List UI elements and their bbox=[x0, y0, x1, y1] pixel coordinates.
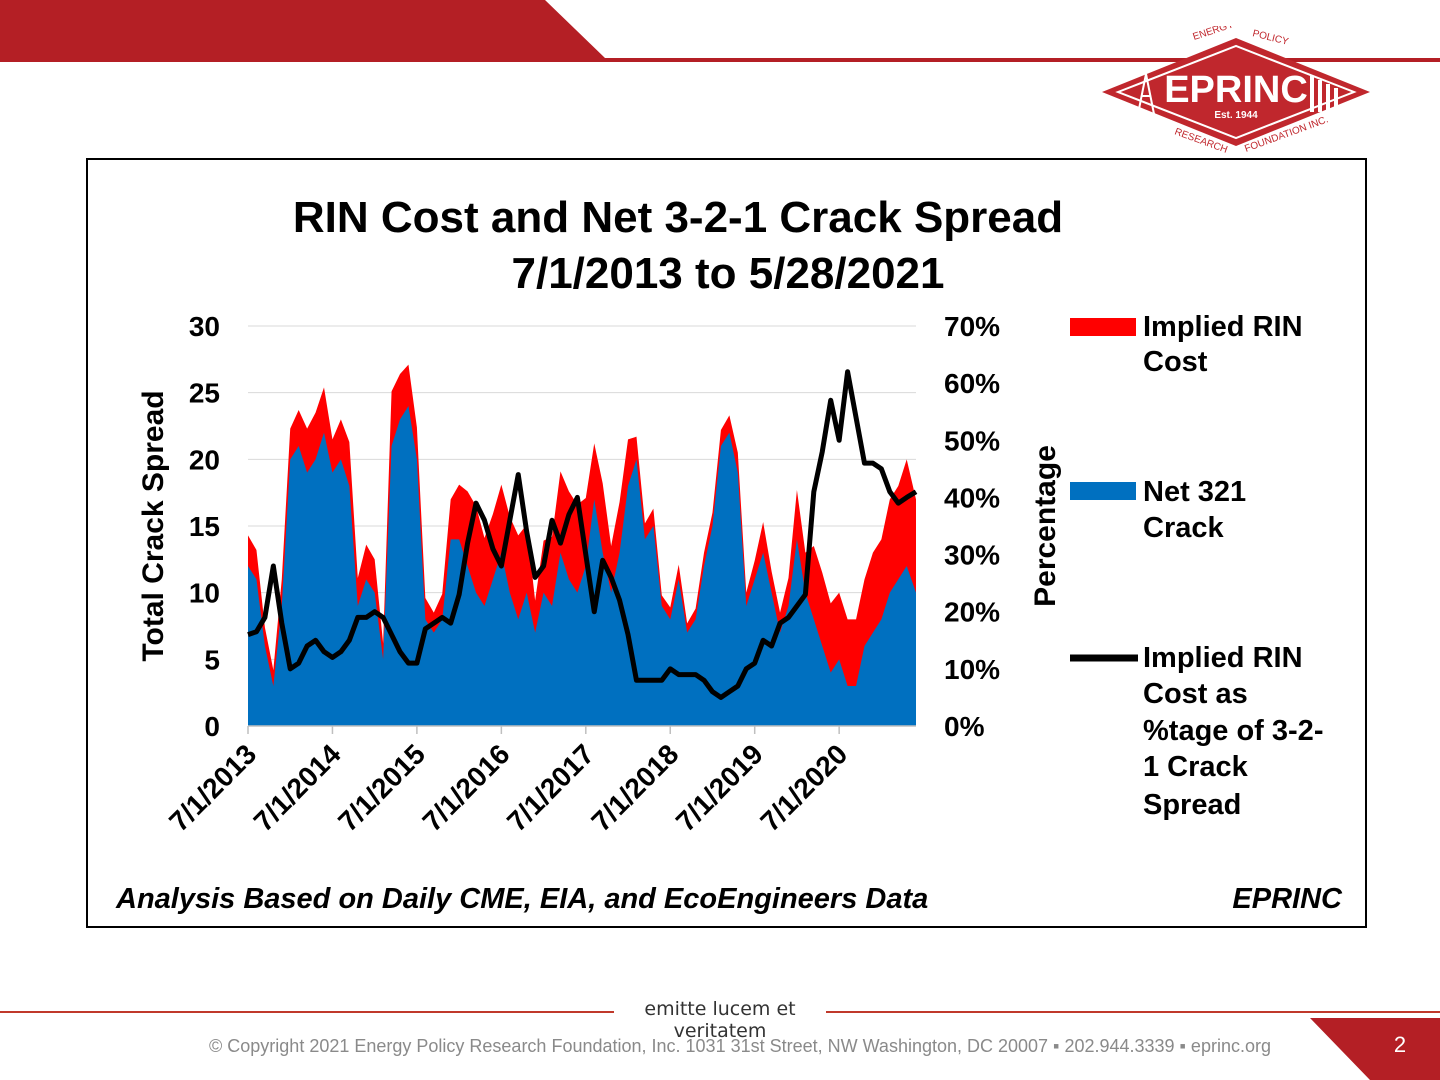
legend-pct-line4: 1 Crack bbox=[1143, 751, 1249, 783]
legend-swatch-rin bbox=[1070, 318, 1136, 336]
y2-tick-label: 70% bbox=[944, 311, 1000, 342]
footer-divider-right bbox=[826, 1011, 1440, 1013]
x-tick-label: 7/1/2018 bbox=[585, 738, 684, 837]
y2-tick-label: 30% bbox=[944, 540, 1000, 571]
legend-pct-line3: %tage of 3-2- bbox=[1143, 715, 1323, 747]
y-tick-label: 25 bbox=[189, 378, 220, 409]
source-note: Analysis Based on Daily CME, EIA, and Ec… bbox=[115, 883, 928, 915]
legend-rin-line1: Implied RIN bbox=[1143, 311, 1303, 343]
y2-tick-label: 20% bbox=[944, 597, 1000, 628]
legend-swatch-crack bbox=[1070, 482, 1136, 500]
y-tick-label: 5 bbox=[204, 644, 220, 675]
logo-wordmark: EPRINC bbox=[1164, 69, 1308, 111]
legend-crack-line2: Crack bbox=[1143, 512, 1224, 544]
net-321-crack-area bbox=[248, 406, 916, 726]
x-tick-label: 7/1/2019 bbox=[670, 738, 769, 837]
y2-tick-label: 50% bbox=[944, 425, 1000, 456]
source-brand: EPRINC bbox=[1232, 883, 1343, 915]
y2-tick-label: 0% bbox=[944, 711, 985, 742]
legend-pct-line5: Spread bbox=[1143, 789, 1241, 821]
chart-title-line2: 7/1/2013 to 5/28/2021 bbox=[512, 249, 945, 298]
y2-axis-label: Percentage bbox=[1029, 445, 1062, 607]
legend-crack-line1: Net 321 bbox=[1143, 476, 1246, 508]
rin-pct-line bbox=[247, 369, 918, 700]
percentage-line bbox=[247, 369, 918, 700]
x-tick-label: 7/1/2016 bbox=[417, 738, 516, 837]
y2-tick-labels: 0% 10% 20% 30% 40% 50% 60% 70% bbox=[944, 311, 1000, 742]
page-number-tab bbox=[1310, 1018, 1440, 1080]
chart: RIN Cost and Net 3-2-1 Crack Spread 7/1/… bbox=[115, 193, 1343, 915]
y2-tick-label: 10% bbox=[944, 654, 1000, 685]
y-tick-label: 15 bbox=[189, 511, 220, 542]
y-tick-label: 30 bbox=[189, 311, 220, 342]
x-tick-labels: 7/1/20137/1/20147/1/20157/1/20167/1/2017… bbox=[163, 738, 853, 837]
header-band bbox=[0, 0, 1440, 62]
legend-pct-line1: Implied RIN bbox=[1143, 642, 1303, 674]
x-tick-label: 7/1/2014 bbox=[248, 738, 347, 837]
footer-motto: emitte lucem et veritatem bbox=[644, 998, 796, 1042]
chart-frame: RIN Cost and Net 3-2-1 Crack Spread 7/1/… bbox=[86, 158, 1367, 928]
x-tick-label: 7/1/2015 bbox=[332, 738, 431, 837]
legend-pct-line2: Cost as bbox=[1143, 678, 1248, 710]
y-tick-label: 0 bbox=[204, 711, 220, 742]
y-axis-label: Total Crack Spread bbox=[137, 390, 170, 661]
axes bbox=[247, 725, 916, 734]
legend-rin-line2: Cost bbox=[1143, 346, 1208, 378]
footer-divider-left bbox=[0, 1011, 614, 1013]
y-tick-labels: 0 5 10 15 20 25 30 bbox=[189, 311, 220, 742]
x-tick-label: 7/1/2013 bbox=[163, 738, 262, 837]
x-tick-label: 7/1/2020 bbox=[754, 738, 853, 837]
logo-ring-policy: POLICY bbox=[1251, 28, 1290, 48]
y2-tick-label: 40% bbox=[944, 482, 1000, 513]
page-number: 2 bbox=[1393, 1032, 1407, 1057]
legend: Implied RIN Cost Net 321 Crack Implied R… bbox=[1070, 311, 1323, 821]
y2-tick-label: 60% bbox=[944, 368, 1000, 399]
logo-est: Est. 1944 bbox=[1214, 110, 1258, 121]
y-tick-label: 20 bbox=[189, 444, 220, 475]
x-tick-label: 7/1/2017 bbox=[501, 738, 600, 837]
y-tick-label: 10 bbox=[189, 578, 220, 609]
chart-title-line1: RIN Cost and Net 3-2-1 Crack Spread bbox=[293, 193, 1063, 242]
footer-copyright: © Copyright 2021 Energy Policy Research … bbox=[209, 1036, 1271, 1056]
logo-ring-energy: ENERGY bbox=[1192, 26, 1236, 43]
eprinc-logo: EPRINC Est. 1944 ENERGY POLICY RESEARCH … bbox=[1096, 19, 1376, 156]
